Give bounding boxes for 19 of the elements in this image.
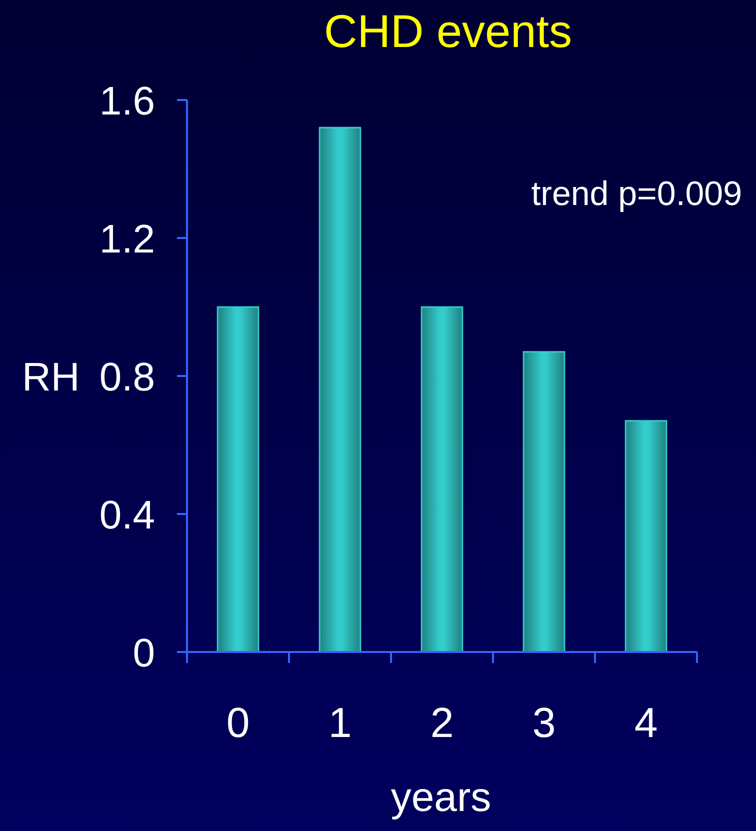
y-axis-title: RH <box>22 355 80 400</box>
x-tick-label: 4 <box>634 699 658 746</box>
bar <box>522 351 566 653</box>
bar <box>318 126 362 653</box>
annotation: trend p=0.009 <box>531 175 742 213</box>
y-tick-label: 1.2 <box>99 217 155 262</box>
x-tick-label: 0 <box>226 699 250 746</box>
bar <box>216 306 260 653</box>
x-axis-title: years <box>390 774 492 820</box>
x-tick-label: 3 <box>532 699 556 746</box>
y-tick-label: 1.6 <box>99 79 155 124</box>
bar <box>420 306 464 653</box>
chart-title: CHD events <box>324 5 572 57</box>
bar <box>624 420 668 653</box>
x-tick-label: 2 <box>430 699 454 746</box>
y-tick-label: 0.8 <box>99 355 155 400</box>
x-tick-label: 1 <box>328 699 352 746</box>
y-tick-label: 0 <box>132 631 155 676</box>
y-tick-label: 0.4 <box>99 493 155 538</box>
